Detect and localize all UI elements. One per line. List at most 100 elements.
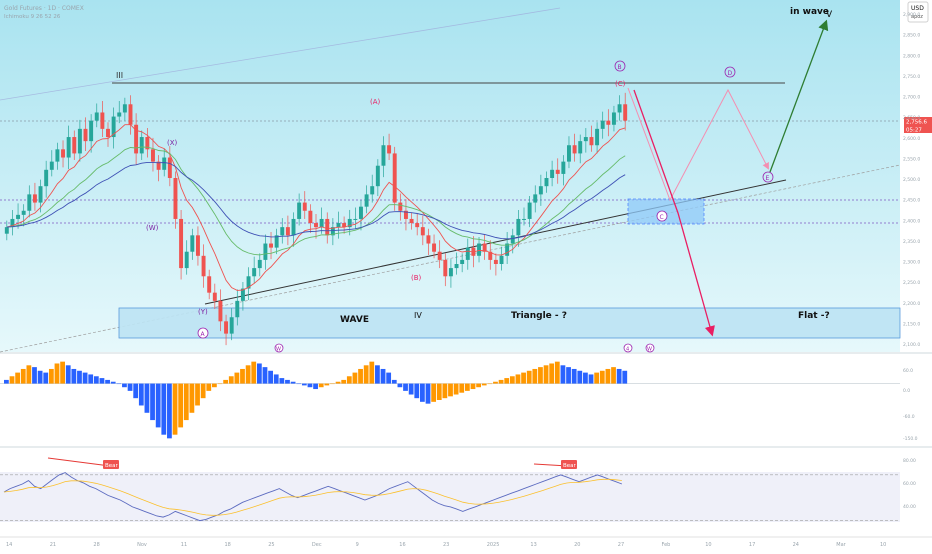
countdown-tag-bg bbox=[904, 125, 932, 133]
macd-bar bbox=[566, 367, 571, 384]
candle-body bbox=[21, 210, 26, 215]
candle-body bbox=[398, 202, 403, 211]
wave-text-label: WAVE bbox=[340, 315, 369, 325]
macd-bar bbox=[301, 383, 307, 386]
last-price-tag: 2,756.6 bbox=[906, 120, 927, 126]
candle-body bbox=[606, 120, 611, 125]
candle-body bbox=[184, 251, 189, 269]
macd-bar bbox=[82, 372, 88, 384]
time-axis[interactable]: 14 21 28 Nov 11 18 25 Dec 9 16 23 2025 13 20 27 Feb 10 17… bbox=[6, 542, 886, 548]
candle-body bbox=[44, 169, 49, 187]
time-axis-label: 28 bbox=[93, 542, 99, 548]
candle-body bbox=[617, 104, 622, 113]
triangle-label: Triangle - ? bbox=[511, 311, 567, 321]
circle-w-2-text: W bbox=[647, 347, 652, 353]
macd-bar bbox=[605, 368, 611, 384]
countdown-tag: 05:27 bbox=[906, 128, 922, 134]
candle-body bbox=[16, 214, 21, 219]
candle-body bbox=[55, 149, 60, 162]
candle-body bbox=[600, 120, 605, 129]
macd-bar bbox=[521, 372, 526, 384]
macd-bar bbox=[116, 383, 122, 385]
macd-bar bbox=[363, 365, 369, 384]
currency-box[interactable] bbox=[907, 1, 929, 23]
macd-axis-label: 0.0 bbox=[903, 388, 910, 394]
macd-bar bbox=[616, 368, 622, 384]
macd-bar bbox=[453, 383, 459, 395]
candle-body bbox=[488, 251, 493, 260]
rsi-divergence-left bbox=[47, 457, 111, 467]
moving-averages bbox=[6, 124, 626, 291]
macd-bar bbox=[245, 365, 251, 384]
macd-bar bbox=[346, 376, 352, 384]
currency-code: USD bbox=[911, 5, 924, 12]
candle-body bbox=[224, 321, 229, 334]
candle-body bbox=[364, 194, 369, 207]
candle-body bbox=[4, 227, 9, 234]
rsi-axis-label: 40.00 bbox=[903, 504, 916, 510]
circle-a: A bbox=[197, 327, 209, 339]
time-axis-label: Feb bbox=[662, 542, 671, 548]
candle-body bbox=[482, 243, 487, 252]
circle-w-1-text: W bbox=[276, 347, 281, 353]
candle-body bbox=[561, 161, 566, 174]
macd-bar bbox=[234, 372, 240, 384]
macd-bar bbox=[571, 368, 577, 384]
macd-bar bbox=[65, 365, 71, 384]
candle-body bbox=[544, 178, 549, 187]
time-axis-label: 9 bbox=[356, 542, 359, 548]
macd-bar bbox=[588, 374, 594, 384]
candle-body bbox=[359, 206, 363, 219]
rsi-signal-line bbox=[3, 478, 622, 516]
candle-body bbox=[94, 112, 99, 121]
candle-body bbox=[128, 104, 133, 125]
candle-body bbox=[522, 218, 526, 220]
candle-body bbox=[201, 255, 206, 277]
c-zone bbox=[627, 198, 705, 225]
x-label: (X) bbox=[167, 139, 178, 147]
macd-bar bbox=[161, 383, 167, 435]
macd-pane-bg bbox=[0, 354, 900, 446]
circle-a-text: A bbox=[201, 331, 206, 338]
candle-body bbox=[72, 137, 77, 154]
candle-body bbox=[336, 223, 341, 228]
macd-bar bbox=[223, 379, 229, 384]
candle-body bbox=[195, 235, 200, 256]
candle-body bbox=[493, 259, 498, 264]
candle-body bbox=[420, 227, 425, 236]
macd-bar bbox=[20, 368, 26, 384]
time-axis-label: 14 bbox=[6, 542, 12, 548]
wave-zone bbox=[118, 307, 901, 339]
price-axis-label: 2,500.0 bbox=[903, 177, 920, 183]
candle-body bbox=[218, 300, 223, 322]
macd-bar bbox=[375, 365, 380, 384]
candle-body bbox=[274, 235, 279, 248]
w-label: (W) bbox=[146, 224, 159, 232]
price-axis-label: 2,650.0 bbox=[903, 115, 920, 121]
price-axis-label: 2,300.0 bbox=[903, 260, 920, 266]
macd-bar bbox=[324, 383, 330, 386]
macd-bar bbox=[493, 381, 498, 384]
macd-bar bbox=[583, 372, 588, 384]
candle-body bbox=[252, 268, 257, 277]
time-axis-label: 24 bbox=[793, 542, 799, 548]
macd-bar bbox=[285, 379, 290, 384]
price-axis[interactable]: 2,900.0 2,850.0 2,800.0 2,750.0 2,700.0 2,650… bbox=[903, 12, 920, 348]
rsi-axis[interactable]: 80.00 60.00 40.00 bbox=[903, 458, 916, 510]
candle-body bbox=[83, 128, 88, 142]
price-axis-label: 2,150.0 bbox=[903, 321, 920, 327]
macd-bar bbox=[431, 383, 437, 402]
candle-body bbox=[10, 218, 15, 228]
macd-axis[interactable]: 60.0 0.0 -60.0 -150.0 bbox=[903, 368, 918, 442]
macd-bar bbox=[48, 368, 54, 384]
macd-bar bbox=[386, 372, 392, 384]
macd-bar bbox=[144, 383, 150, 413]
rsi-bear-tag-right: Bear bbox=[563, 463, 577, 469]
candle-body bbox=[409, 218, 414, 224]
candle-body bbox=[510, 235, 515, 244]
macd-bar bbox=[93, 376, 99, 384]
price-axis-label: 2,900.0 bbox=[903, 12, 920, 18]
macd-axis-label: 60.0 bbox=[903, 368, 913, 374]
candle-body bbox=[291, 218, 296, 236]
macd-bar bbox=[352, 372, 358, 384]
